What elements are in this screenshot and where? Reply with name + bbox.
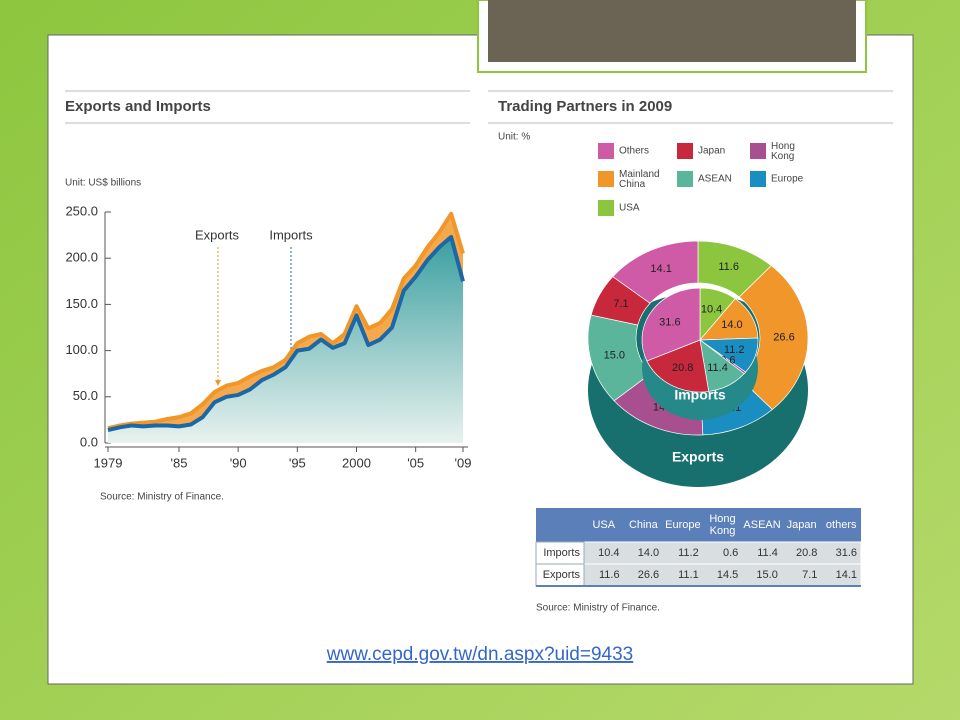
legend-swatch: [750, 143, 766, 159]
table-header: Japan: [787, 519, 817, 531]
legend-swatch: [677, 171, 693, 187]
slice-label: 10.4: [701, 303, 722, 315]
table-cell: 11.2: [678, 547, 699, 559]
legend-swatch: [598, 143, 614, 159]
slice-label: 20.8: [672, 362, 693, 374]
legend-label: ASEAN: [698, 174, 732, 185]
table-cell: 20.8: [796, 547, 817, 559]
table-cell: 26.6: [638, 569, 659, 581]
x-tick-label: '95: [289, 455, 306, 470]
title-fill: [488, 0, 856, 62]
table-row-label: Exports: [543, 569, 581, 581]
slice: [641, 287, 701, 362]
line: [107, 211, 465, 431]
slice-label: 7.1: [613, 298, 628, 310]
link[interactable]: www.cepd.gov.tw/dn.aspx?uid=9433: [326, 644, 634, 665]
table-cell: 14.5: [717, 569, 738, 581]
legend-label: Hong Kong: [771, 141, 795, 162]
table-row-label: Imports: [543, 547, 580, 559]
table-cell: 11.6: [599, 569, 620, 581]
y-tick-label: 250.0: [65, 203, 98, 218]
legend-label: Mainland China: [619, 169, 660, 190]
table-cell: 10.4: [598, 547, 619, 559]
table-cell: 0.6: [723, 547, 738, 559]
slice-label: 11.2: [724, 344, 745, 356]
table-header: ASEAN: [743, 519, 780, 531]
table-cell: 11.1: [678, 569, 699, 581]
legend-label: Europe: [771, 174, 804, 185]
legend-swatch: [750, 171, 766, 187]
table-cell: 11.4: [757, 547, 778, 559]
x-tick-label: '05: [407, 455, 424, 470]
table-cell: 14.1: [836, 569, 857, 581]
x-tick-label: '09: [455, 455, 472, 470]
table-cell: 15.0: [756, 569, 777, 581]
y-tick-label: 0.0: [80, 434, 98, 449]
x-tick-label: '85: [171, 455, 188, 470]
unit-label: Unit: US$ billions: [65, 178, 141, 189]
table-header: others: [826, 519, 857, 531]
slice-label: 14.1: [650, 263, 671, 275]
slice-label: 26.6: [773, 331, 794, 343]
chart-title: Exports and Imports: [65, 98, 211, 115]
y-tick-label: 100.0: [65, 342, 98, 357]
line: [107, 234, 465, 433]
area-chart: Exports and Imports Unit: US$ billions S…: [65, 90, 472, 503]
slice-label: 11.4: [707, 362, 728, 374]
table-header: Europe: [665, 519, 700, 531]
slice: [646, 339, 710, 393]
table-header: Hong Kong: [709, 513, 735, 537]
table-header-bg: [536, 508, 861, 542]
chart-title: Trading Partners in 2009: [498, 98, 672, 115]
slice-label: 31.6: [659, 316, 680, 328]
slice: [612, 240, 699, 304]
x-tick-label: 2000: [342, 455, 371, 470]
table-header: USA: [592, 519, 615, 531]
legend-label: USA: [619, 203, 640, 214]
donut-chart: Trading Partners in 2009 Unit: % Others J…: [488, 90, 893, 487]
source-note: Source: Ministry of Finance.: [536, 603, 660, 614]
table-header: China: [629, 519, 659, 531]
ring-label: Exports: [672, 449, 724, 465]
source-note: Source: Ministry of Finance.: [100, 492, 224, 503]
slice-label: 14.0: [721, 319, 742, 331]
x-tick-label: 1979: [94, 455, 123, 470]
table-cell: 14.0: [638, 547, 659, 559]
legend-swatch: [677, 143, 693, 159]
annotation: Exports: [195, 227, 240, 242]
y-tick-label: 150.0: [65, 296, 98, 311]
area: [108, 236, 463, 443]
legend-label: Japan: [698, 146, 725, 157]
slice-label: 11.6: [718, 261, 739, 273]
slice-label: 15.0: [604, 349, 625, 361]
x-tick-label: '90: [230, 455, 247, 470]
slice: [699, 298, 759, 341]
y-tick-label: 200.0: [65, 250, 98, 265]
data-table: Source: Ministry of Finance. USA China Eur…: [535, 508, 862, 614]
legend-label: Others: [619, 146, 649, 157]
table-cell: 31.6: [836, 547, 857, 559]
y-tick-label: 50.0: [73, 388, 98, 403]
unit-label: Unit: %: [498, 132, 530, 143]
legend-swatch: [598, 171, 614, 187]
legend-swatch: [598, 200, 614, 216]
annotation: Imports: [269, 227, 313, 242]
table-cell: 7.1: [802, 569, 817, 581]
